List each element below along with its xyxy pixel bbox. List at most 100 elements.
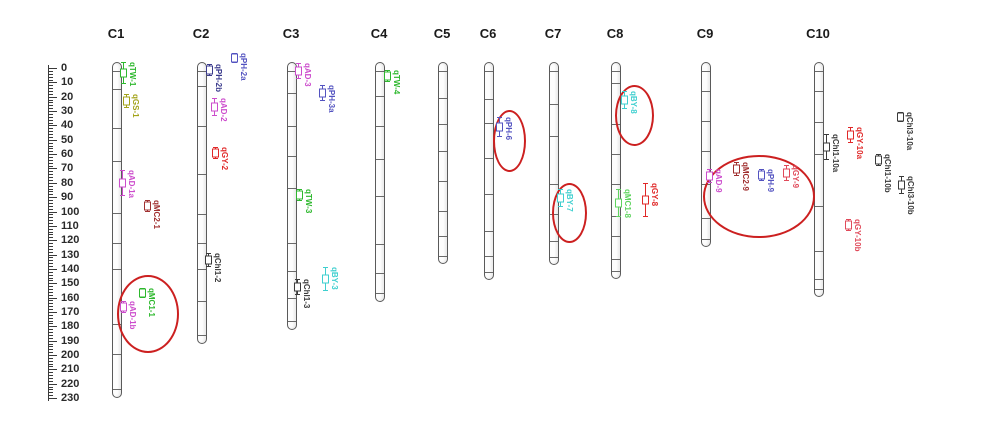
qtl-interval-part <box>497 136 502 137</box>
qtl-qBY-8: qBY-8 <box>621 91 638 114</box>
ruler-major-tick <box>48 340 57 342</box>
qtl-qGY-9: qGY-9 <box>783 165 800 188</box>
qtl-label-text: qGY-10a <box>855 127 864 160</box>
chromosome-marker-line <box>815 251 823 252</box>
ruler-minor-tick <box>48 237 53 239</box>
qtl-interval-part <box>898 180 905 190</box>
ruler-minor-tick <box>48 286 53 288</box>
chromosome-marker-line <box>485 71 493 72</box>
ruler-minor-tick <box>48 102 53 104</box>
qtl-interval-part <box>296 63 301 64</box>
chromosome-marker-line <box>815 91 823 92</box>
qtl-interval-part <box>319 88 326 98</box>
chromosome-marker-line <box>485 194 493 195</box>
chromosome-marker-line <box>113 128 121 129</box>
qtl-label-text: qMC2-9 <box>741 162 750 191</box>
qtl-interval-icon <box>557 189 564 207</box>
ruler-tick-label: 30 <box>61 105 74 117</box>
chromosome-marker-line <box>815 71 823 72</box>
qtl-label-text: qAD-9 <box>714 169 723 193</box>
ruler-minor-tick <box>48 271 53 273</box>
qtl-label-text: qChl3-10b <box>906 176 915 215</box>
ruler-tick-label: 0 <box>61 62 68 74</box>
chromosome-marker-line <box>702 151 710 152</box>
chromosome-marker-line <box>288 321 296 322</box>
qtl-interval-part <box>385 70 390 71</box>
chromosome-marker-line <box>612 83 620 84</box>
qtl-label-text: qTW-1 <box>128 62 137 87</box>
chromosome-marker-line <box>198 214 206 215</box>
qtl-label-text: qAD-2 <box>219 98 228 122</box>
qtl-interval-part <box>213 158 218 159</box>
qtl-interval-part <box>120 68 127 78</box>
ruler-minor-tick <box>48 145 53 147</box>
qtl-label-text: qBY-3 <box>330 267 339 290</box>
qtl-interval-icon <box>120 301 127 313</box>
ruler-minor-tick <box>48 352 53 354</box>
qtl-interval-part <box>558 206 563 207</box>
ruler-minor-tick <box>48 151 53 153</box>
chromosome-marker-line <box>550 257 558 258</box>
ruler-major-tick <box>48 398 57 399</box>
qtl-interval-part <box>876 165 881 166</box>
chromosome-marker-line <box>198 243 206 244</box>
ruler-major-tick <box>48 369 57 371</box>
qtl-qAD-1a: qAD-1a <box>119 170 136 198</box>
qtl-interval-part <box>213 147 218 148</box>
ruler-minor-tick <box>48 349 53 351</box>
highlight-ellipse-cluster-c8 <box>615 85 654 146</box>
chromosome-marker-line <box>612 236 620 237</box>
qtl-interval-icon <box>231 53 238 63</box>
qtl-label-text: qGY-8 <box>650 183 659 207</box>
chromosome-header-C8: C8 <box>606 26 624 41</box>
qtl-interval-icon <box>758 169 765 181</box>
chromosome-marker-line <box>376 159 384 160</box>
ruler-minor-tick <box>48 205 53 207</box>
chromosome-marker-line <box>288 71 296 72</box>
qtl-interval-part <box>121 312 126 313</box>
qtl-interval-icon <box>615 189 622 217</box>
qtl-label-text: qPH-6 <box>504 117 513 141</box>
qtl-qAD-3: qAD-3 <box>295 63 312 87</box>
qtl-label-text: qAD-1a <box>127 170 136 199</box>
chromosome-marker-line <box>288 243 296 244</box>
ruler-tick-label: 210 <box>61 363 80 376</box>
qtl-interval-part <box>296 190 303 200</box>
chromosome-rod-C4 <box>375 62 385 302</box>
qtl-interval-part <box>207 64 212 65</box>
ruler-minor-tick <box>48 392 53 394</box>
ruler-axis-line <box>48 65 49 401</box>
qtl-interval-part <box>205 255 212 265</box>
qtl-interval-part <box>845 220 852 230</box>
chromosome-marker-line <box>439 71 447 72</box>
qtl-label-text: qTW-3 <box>304 189 313 214</box>
ruler-tick-label: 160 <box>61 291 80 304</box>
ruler-minor-tick <box>48 208 53 210</box>
qtl-interval-part <box>622 91 627 92</box>
ruler-minor-tick <box>48 220 53 222</box>
qtl-interval-icon <box>319 85 326 101</box>
ruler-minor-tick <box>48 217 53 219</box>
chromosome-marker-line <box>288 271 296 272</box>
chromosome-header-C2: C2 <box>192 26 210 41</box>
qtl-interval-part <box>120 302 127 312</box>
ruler-minor-tick <box>48 266 53 267</box>
chromosome-rod-C1 <box>112 62 122 398</box>
ruler-tick-label: 230 <box>61 392 80 404</box>
qtl-interval-part <box>295 279 300 280</box>
qtl-interval-part <box>121 83 126 84</box>
ruler-minor-tick <box>48 171 53 173</box>
qtl-label-text: qMC1-1 <box>147 288 156 317</box>
ruler-tick-label: 150 <box>61 277 80 290</box>
ruler-minor-tick <box>48 332 53 333</box>
ruler-major-tick <box>48 154 57 156</box>
ruler-minor-tick <box>48 309 53 310</box>
qtl-interval-part <box>558 189 563 190</box>
ruler-minor-tick <box>48 157 53 158</box>
qtl-interval-part <box>898 121 903 122</box>
qtl-interval-icon <box>144 200 151 212</box>
qtl-interval-part <box>707 182 712 183</box>
chromosome-header-C6: C6 <box>479 26 497 41</box>
ruler-major-tick <box>48 125 57 127</box>
